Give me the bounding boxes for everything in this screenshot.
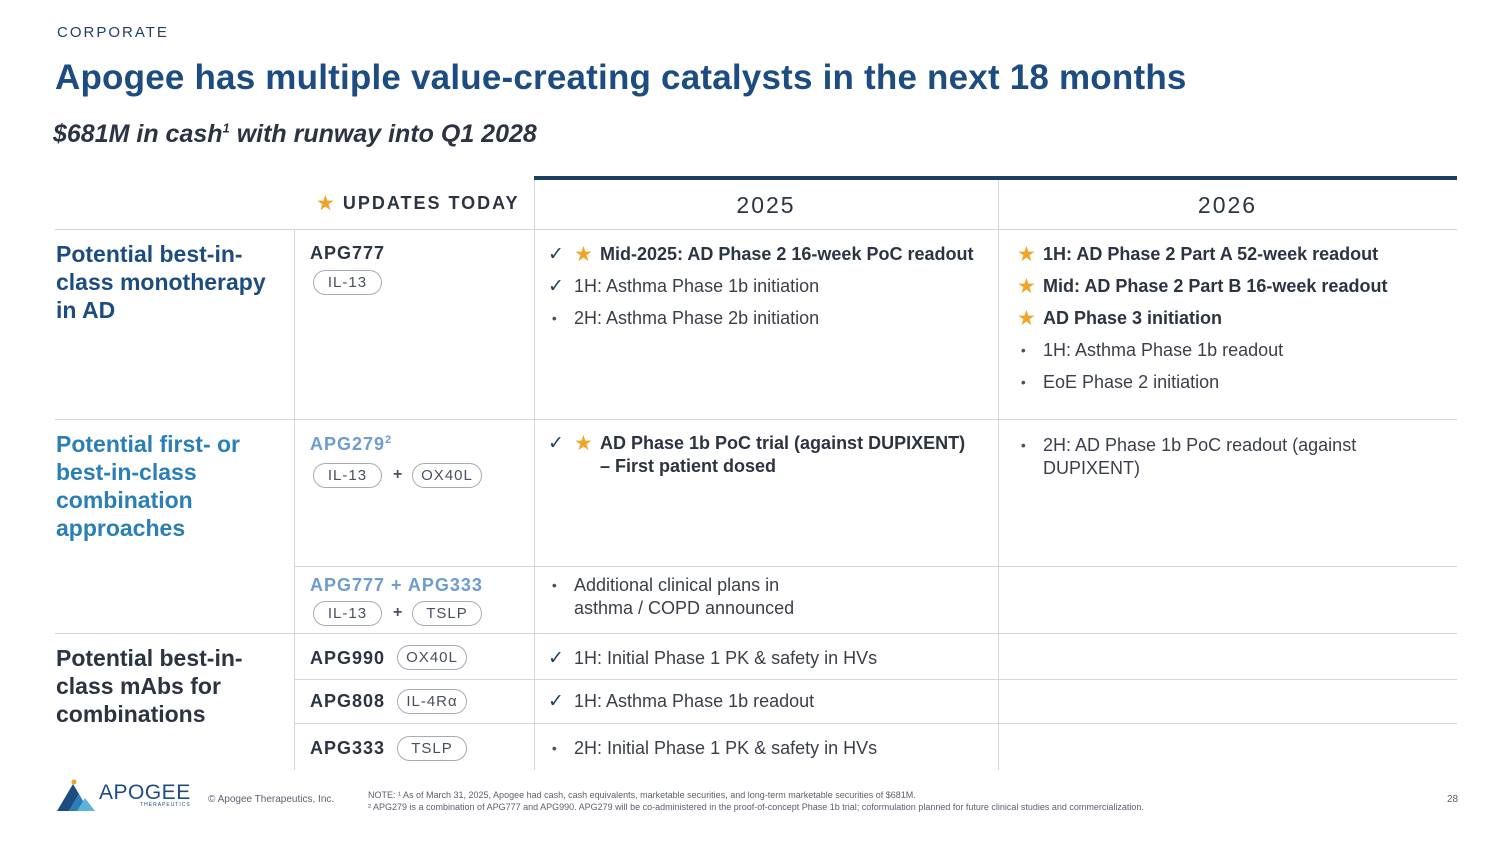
catalyst-text: 2H: Initial Phase 1 PK & safety in HVs [574, 738, 878, 758]
subtitle-rest: with runway into Q1 2028 [229, 120, 537, 148]
bullet-icon: • [1017, 342, 1026, 358]
catalyst-2026-item: • EoE Phase 2 initiation [1017, 371, 1219, 394]
updates-today-legend: ★ UPDATES TODAY [316, 193, 520, 214]
target-pill-il13: IL-13 [313, 463, 382, 488]
asset-apg990: APG990 [310, 648, 386, 668]
section-kicker: CORPORATE [57, 24, 169, 41]
bullet-icon: • [1017, 374, 1026, 390]
check-icon: ✓ [548, 648, 564, 669]
row-heading-mabs: Potential best-in-class mAbs for combina… [56, 645, 243, 727]
catalyst-2025-item: ✓ 1H: Initial Phase 1 PK & safety in HVs [548, 647, 877, 670]
logo-subtext: THERAPEUTICS [140, 802, 191, 808]
catalyst-text: 1H: Initial Phase 1 PK & safety in HVs [574, 648, 878, 668]
target-pill-tslp: TSLP [412, 601, 482, 626]
catalyst-text: Mid: AD Phase 2 Part B 16-week readout [1043, 276, 1388, 296]
check-icon: ✓ [548, 691, 564, 712]
catalyst-2025-item: • 2H: Initial Phase 1 PK & safety in HVs [548, 737, 877, 760]
catalyst-text: Mid-2025: AD Phase 2 16-week PoC readout [600, 244, 974, 264]
check-icon: ✓ [548, 433, 564, 454]
bullet-icon: • [548, 310, 557, 326]
subtitle-main: $681M in cash [53, 120, 223, 148]
logo-wordmark: APOGEE [99, 781, 191, 804]
apogee-logo: APOGEE THERAPEUTICS [55, 778, 191, 812]
star-icon: ★ [316, 192, 335, 215]
year-2026-header: 2026 [1197, 192, 1258, 218]
bullet-icon: • [1017, 437, 1026, 453]
apogee-logo-icon [57, 779, 95, 811]
bullet-icon: • [548, 577, 557, 593]
catalyst-text: 1H: Asthma Phase 1b initiation [574, 276, 820, 296]
asset-footnote: 2 [385, 434, 393, 446]
target-pill-tslp: TSLP [397, 736, 467, 761]
row-divider [294, 723, 1457, 724]
header-divider [55, 229, 1457, 230]
star-icon: ★ [1017, 243, 1036, 266]
catalyst-2025-item: ✓ ★ Mid-2025: AD Phase 2 16-week PoC rea… [548, 243, 973, 266]
catalyst-2025-item: ✓ ★ AD Phase 1b PoC trial (against DUPIX… [548, 432, 965, 478]
catalyst-2026-item: • 2H: AD Phase 1b PoC readout (against D… [1017, 434, 1417, 480]
year-2025-header: 2025 [736, 192, 796, 218]
plus-sign: + [393, 604, 403, 621]
row-heading-monotherapy: Potential best-in-class monotherapy in A… [56, 241, 266, 323]
target-pill-ox40l: OX40L [412, 463, 482, 488]
check-icon: ✓ [548, 276, 564, 297]
catalyst-text: AD Phase 1b PoC trial (against DUPIXENT) [600, 433, 966, 453]
row-divider [55, 419, 1457, 420]
footnote-1: NOTE: ¹ As of March 31, 2025, Apogee had… [368, 790, 916, 800]
catalyst-text: 1H: Asthma Phase 1b readout [574, 691, 815, 711]
asset-apg777-apg333: APG777 + APG333 [310, 575, 483, 595]
catalyst-text: 1H: AD Phase 2 Part A 52-week readout [1043, 244, 1379, 264]
column-divider [534, 180, 535, 770]
footnotes: NOTE: ¹ As of March 31, 2025, Apogee had… [368, 789, 1144, 813]
star-icon: ★ [1017, 275, 1036, 298]
star-icon: ★ [574, 432, 593, 455]
asset-apg808: APG808 [310, 691, 386, 711]
subtitle-footnote: 1 [222, 120, 230, 136]
check-icon: ✓ [548, 244, 564, 265]
catalyst-2025-item: • Additional clinical plans in asthma / … [548, 574, 794, 620]
updates-today-label: UPDATES TODAY [342, 193, 520, 213]
page-subtitle: $681M in cash1 with runway into Q1 2028 [53, 120, 537, 149]
asset-apg777: APG777 [310, 243, 386, 263]
row-divider [55, 633, 1457, 634]
catalyst-text: Additional clinical plans in [574, 575, 780, 595]
page-title: Apogee has multiple value-creating catal… [55, 58, 1187, 97]
target-pill-il4ra: IL-4Rα [397, 689, 467, 714]
column-divider [294, 229, 295, 770]
row-divider [294, 566, 1457, 567]
year-header-rule [534, 176, 1457, 180]
copyright: © Apogee Therapeutics, Inc. [208, 794, 335, 805]
star-icon: ★ [574, 243, 593, 266]
catalyst-text-cont: asthma / COPD announced [574, 598, 795, 618]
asset-apg333: APG333 [310, 738, 386, 758]
catalyst-2026-item: • 1H: Asthma Phase 1b readout [1017, 339, 1283, 362]
catalyst-text: AD Phase 3 initiation [1043, 308, 1223, 328]
target-pill-il13: IL-13 [313, 270, 382, 295]
catalyst-text: 1H: Asthma Phase 1b readout [1043, 340, 1284, 360]
target-pill-ox40l: OX40L [397, 645, 467, 670]
catalyst-2026-item: ★ Mid: AD Phase 2 Part B 16-week readout [1017, 275, 1387, 298]
asset-name: APG279 [310, 434, 386, 454]
page-number: 28 [1447, 794, 1459, 805]
column-divider [998, 180, 999, 770]
star-icon: ★ [1017, 307, 1036, 330]
footnote-2: ² APG279 is a combination of APG777 and … [368, 802, 1144, 812]
target-pill-il13: IL-13 [313, 601, 382, 626]
catalyst-2025-item: • 2H: Asthma Phase 2b initiation [548, 307, 819, 330]
catalyst-2026-item: ★ 1H: AD Phase 2 Part A 52-week readout [1017, 243, 1378, 266]
plus-sign: + [393, 466, 403, 483]
row-divider [294, 679, 1457, 680]
catalyst-2025-item: ✓ 1H: Asthma Phase 1b initiation [548, 275, 819, 298]
asset-apg279: APG2792 [310, 434, 392, 455]
catalyst-text: EoE Phase 2 initiation [1043, 372, 1220, 392]
catalyst-text: 2H: AD Phase 1b PoC readout (against DUP… [1043, 435, 1357, 478]
catalyst-2025-item: ✓ 1H: Asthma Phase 1b readout [548, 690, 814, 713]
catalyst-text: 2H: Asthma Phase 2b initiation [574, 308, 820, 328]
row-heading-combination: Potential first- or best-in-class combin… [56, 431, 241, 541]
catalyst-text-cont: – First patient dosed [600, 456, 777, 476]
catalyst-2026-item: ★ AD Phase 3 initiation [1017, 307, 1222, 330]
bullet-icon: • [548, 740, 557, 756]
